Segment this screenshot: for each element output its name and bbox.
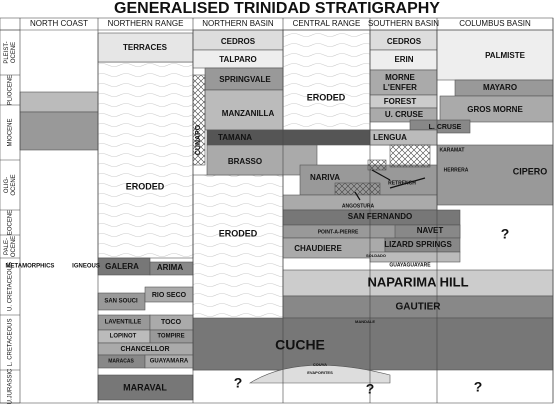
unit-label: LOPINOT xyxy=(110,334,137,340)
unit-label: PALMISTE xyxy=(485,51,526,60)
column-header: NORTH COAST xyxy=(30,19,88,28)
unit-label: CHANCELLOR xyxy=(121,346,170,353)
age-label: U. CRETACEOUS xyxy=(8,262,14,311)
unit-label: SAN FERNANDO xyxy=(348,212,412,221)
unit-label: CHAUDIERE xyxy=(294,244,342,253)
unit-label: METAMORPHICS xyxy=(6,264,55,270)
arrow xyxy=(354,169,426,201)
unit-label: MAYARO xyxy=(483,83,517,92)
age-label: EOCENE xyxy=(8,210,14,235)
age-label: OLIG- xyxy=(4,177,10,193)
unit-label: GROS MORNE xyxy=(467,105,523,114)
unit-label: U. CRUSE xyxy=(385,110,424,119)
unit-label: SAN SOUCI xyxy=(104,299,138,305)
evaporite-dome xyxy=(248,364,391,384)
unit-label: RIO SECO xyxy=(152,292,187,299)
layer xyxy=(389,144,431,168)
age-label: OCENE xyxy=(11,174,17,195)
unit-label: IGNEOUS xyxy=(72,264,100,270)
unit-label: MARACAS xyxy=(108,358,134,364)
unit-label: CUNAPO xyxy=(195,124,202,155)
unit-label: NAVET xyxy=(417,226,444,235)
column-header: NORTHERN RANGE xyxy=(108,19,184,28)
column-header: COLUMBUS BASIN xyxy=(459,19,531,28)
age-label: PLIOCENE xyxy=(8,75,14,105)
column-header: CENTRAL RANGE xyxy=(293,19,361,28)
age-label: PALE- xyxy=(4,238,10,255)
layer xyxy=(282,269,554,297)
unit-label: CIPERO xyxy=(513,166,548,176)
unit-label: SPRINGVALE xyxy=(219,75,271,84)
eroded-area xyxy=(282,29,371,131)
unit-label: GAUTIER xyxy=(396,302,442,313)
unit-label: POINT-A-PIERRE xyxy=(318,229,359,235)
column-header: NORTHERN BASIN xyxy=(202,19,274,28)
unit-label: SOLDADO xyxy=(366,253,386,258)
unit-label: TOMPIRE xyxy=(157,334,184,340)
unit-label: ? xyxy=(474,379,483,395)
unit-label: GUAYAMARA xyxy=(150,359,189,365)
unit-label: ? xyxy=(366,381,375,397)
unit-label: GALERA xyxy=(105,262,139,271)
unit-label: EVAPORITES xyxy=(307,370,333,375)
unit-label: ERODED xyxy=(126,181,165,191)
column-header: SOUTHERN BASIN xyxy=(368,19,439,28)
unit-label: BRASSO xyxy=(228,157,262,166)
unit-label: L. CRUSE xyxy=(429,124,462,131)
layer xyxy=(19,91,99,113)
unit-label: MANZANILLA xyxy=(222,109,275,118)
age-label: OCENE xyxy=(11,236,17,257)
unit-label: MANDALE xyxy=(355,319,375,324)
unit-label: ERODED xyxy=(219,228,258,238)
unit-label: ERIN xyxy=(394,55,413,64)
unit-label: MORNE xyxy=(385,73,415,82)
unit-label: LIZARD SPRINGS xyxy=(384,240,452,249)
unit-label: TAMANA xyxy=(218,133,252,142)
title: GENERALISED TRINIDAD STRATIGRAPHY xyxy=(114,0,440,17)
unit-label: FOREST xyxy=(384,97,417,106)
layer xyxy=(192,317,554,371)
layer xyxy=(436,144,554,206)
unit-label: COUVA xyxy=(313,362,327,367)
unit-label: TALPARO xyxy=(219,55,256,64)
unit-label: ARIMA xyxy=(157,263,183,272)
unit-label: ? xyxy=(501,226,510,242)
unit-label: CUCHE xyxy=(275,337,325,353)
layer xyxy=(97,374,194,401)
unit-label: RETRENCH xyxy=(388,180,416,186)
layer xyxy=(206,144,318,176)
unit-label: TERRACES xyxy=(123,43,168,52)
unit-label: CEDROS xyxy=(387,37,422,46)
age-label: MIOCENE xyxy=(8,118,14,146)
unit-label: HERRERA xyxy=(444,167,469,173)
unit-label: LENGUA xyxy=(373,133,407,142)
eroded-area xyxy=(97,61,194,259)
unit-label: TOCO xyxy=(161,319,182,326)
age-label: L. CRETACEOUS xyxy=(8,319,14,367)
unit-label: GUAYAGUAYARE xyxy=(389,262,431,268)
labels: NORTH COAST NORTHERN RANGE NORTHERN BASIN C… xyxy=(4,19,547,404)
unit-label: ERODED xyxy=(307,92,346,102)
unit-label: L'ENFER xyxy=(383,83,417,92)
unit-label: ? xyxy=(234,375,243,391)
layer xyxy=(439,95,554,123)
layer xyxy=(369,69,438,96)
layers xyxy=(0,17,554,404)
unit-label: NARIVA xyxy=(310,173,340,182)
layer xyxy=(19,111,99,151)
unit-label: ANGOSTURA xyxy=(342,203,375,209)
layer xyxy=(367,159,387,171)
age-label: U.JURASSIC xyxy=(8,368,14,404)
age-label: OCENE xyxy=(11,42,17,63)
layer xyxy=(334,182,381,196)
unit-label: CEDROS xyxy=(221,37,256,46)
unit-label: KARAMAT xyxy=(440,147,465,153)
age-label: PLEIST- xyxy=(4,41,10,63)
unit-label: MARAVAL xyxy=(123,382,167,392)
unit-label: LAVENTILLE xyxy=(105,320,142,326)
unit-label: NAPARIMA HILL xyxy=(367,274,468,289)
